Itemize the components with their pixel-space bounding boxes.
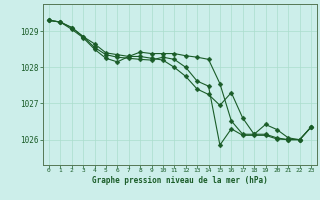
X-axis label: Graphe pression niveau de la mer (hPa): Graphe pression niveau de la mer (hPa) bbox=[92, 176, 268, 185]
